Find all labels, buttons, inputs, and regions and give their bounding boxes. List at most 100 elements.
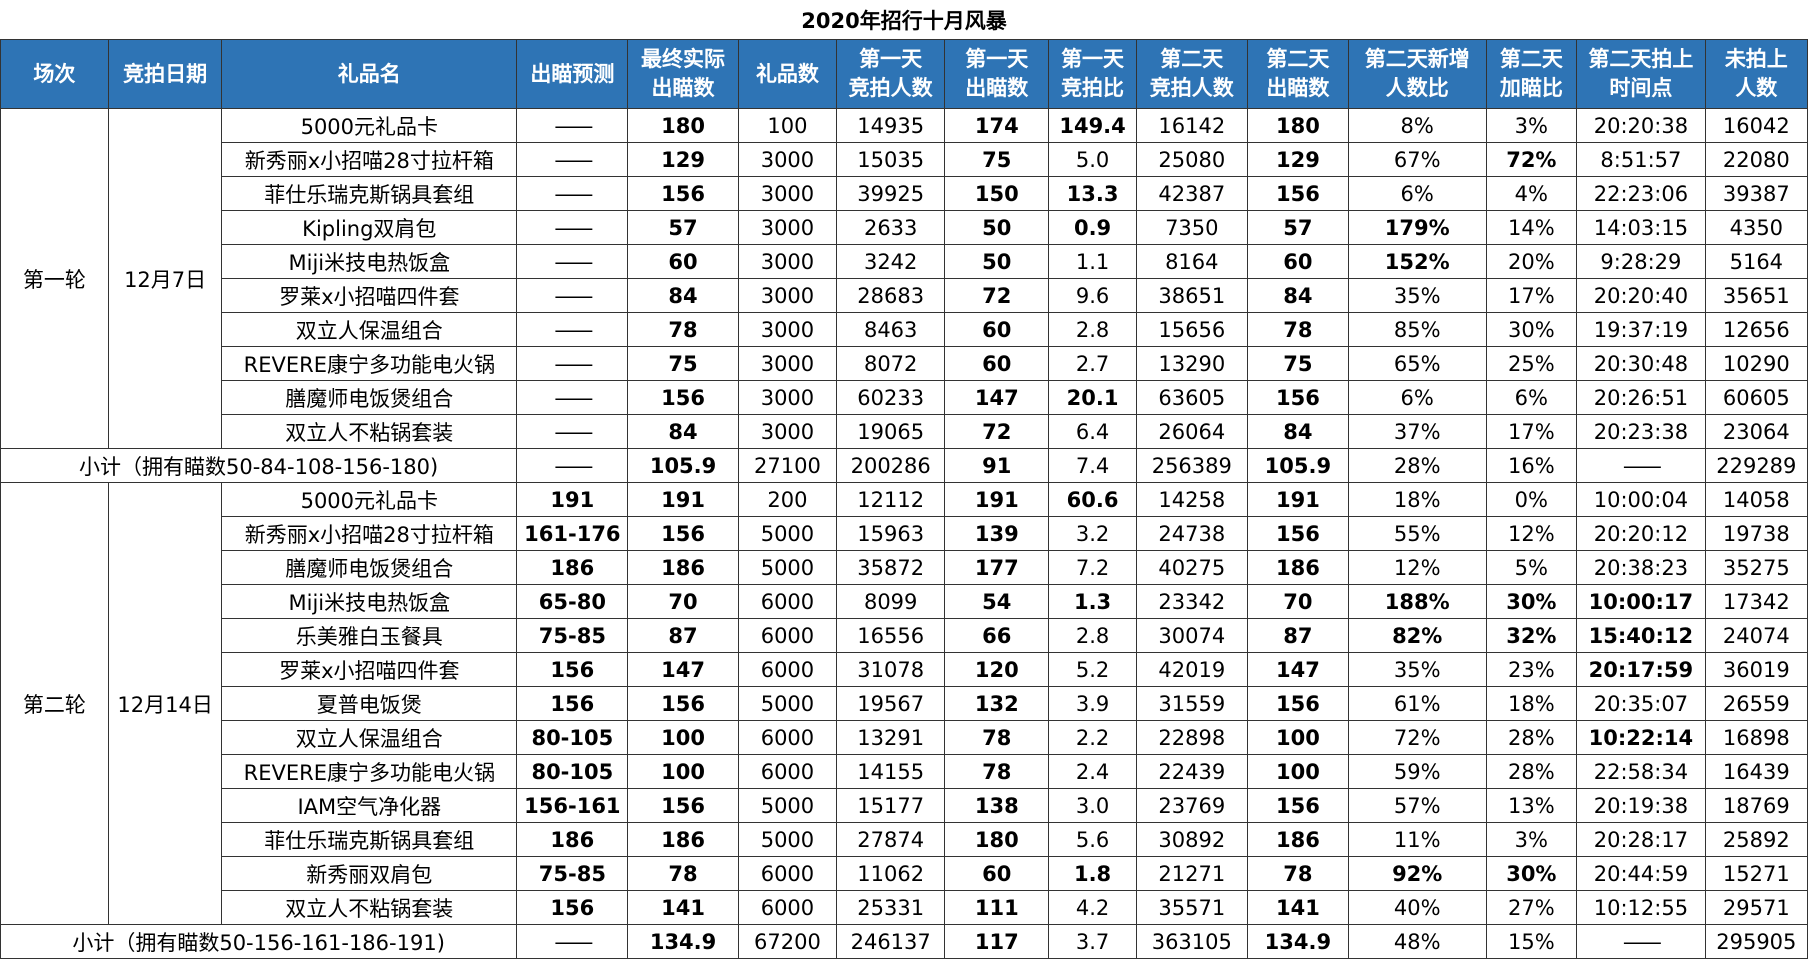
gift-count-cell: 100 (737, 108, 838, 143)
day2-new-ratio-cell: 55% (1347, 516, 1487, 551)
day1-ratio-cell: 7.4 (1048, 448, 1137, 483)
column-header: 礼品名 (221, 39, 518, 109)
final-count-cell: 180 (627, 108, 739, 143)
day1-ratio-cell: 0.9 (1048, 210, 1137, 245)
day2-out-cell: 75 (1246, 346, 1349, 381)
final-count-cell: 156 (627, 380, 739, 415)
prediction-cell: 80-105 (516, 754, 629, 789)
gift-name-cell: 双立人不粘锅套装 (221, 414, 518, 449)
gift-name-cell: 罗莱x小招喵四件套 (221, 652, 518, 687)
day1-bidders-cell: 25331 (836, 890, 946, 925)
day2-new-ratio-cell: 28% (1347, 448, 1487, 483)
day1-bidders-cell: 8099 (836, 584, 946, 619)
day2-bidders-cell: 7350 (1135, 210, 1248, 245)
day1-bidders-cell: 19567 (836, 686, 946, 721)
gift-name-cell: 5000元礼品卡 (221, 108, 518, 143)
day1-out-cell: 50 (944, 210, 1050, 245)
column-header: 第二天新增 人数比 (1347, 39, 1487, 109)
final-count-cell: 78 (627, 312, 739, 347)
column-header-label: 时间点 (1609, 76, 1673, 100)
column-header: 第一天 出瞄数 (944, 39, 1050, 109)
column-header-label: 出瞄预测 (530, 61, 615, 86)
table-row: IAM空气净化器 156-161 156 5000 15177 138 3.0 23769 15… (1, 788, 1808, 823)
day2-bidders-cell: 256389 (1135, 448, 1248, 483)
day2-add-ratio-cell: 17% (1485, 414, 1578, 449)
gift-name-cell: 菲仕乐瑞克斯锅具套组 (221, 176, 518, 211)
gift-count-cell: 5000 (737, 550, 838, 585)
day1-bidders-cell: 2633 (836, 210, 946, 245)
day1-ratio-cell: 1.1 (1048, 244, 1137, 279)
table-row: 双立人不粘锅套装 —— 84 3000 19065 72 6.4 26064 84 37% 17% 2… (1, 414, 1808, 449)
day2-out-cell: 186 (1246, 822, 1349, 857)
auction-date-cell: 12月14日 (107, 482, 223, 925)
day2-add-ratio-cell: 6% (1485, 380, 1578, 415)
table-row: 菲仕乐瑞克斯锅具套组 —— 156 3000 39925 150 13.3 42387 156 6… (1, 176, 1808, 211)
day2-out-cell: 186 (1246, 550, 1349, 585)
gift-count-cell: 3000 (737, 380, 838, 415)
page-title: 2020年招行十月风暴 (0, 0, 1808, 40)
day2-out-cell: 100 (1246, 720, 1349, 755)
day2-time-cell: 20:20:38 (1576, 108, 1706, 143)
final-count-cell: 105.9 (627, 448, 739, 483)
gift-count-cell: 6000 (737, 720, 838, 755)
table-row: 乐美雅白玉餐具 75-85 87 6000 16556 66 2.8 30074 87 82% 32… (1, 618, 1808, 653)
day1-out-cell: 177 (944, 550, 1050, 585)
day1-bidders-cell: 8463 (836, 312, 946, 347)
prediction-cell: —— (516, 924, 629, 959)
final-count-cell: 78 (627, 856, 739, 891)
gift-name-cell: Miji米技电热饭盒 (221, 244, 518, 279)
gift-name-cell: 5000元礼品卡 (221, 482, 518, 517)
day1-out-cell: 60 (944, 856, 1050, 891)
missed-count-cell: 14058 (1704, 482, 1808, 517)
day2-bidders-cell: 25080 (1135, 142, 1248, 177)
missed-count-cell: 5164 (1704, 244, 1808, 279)
prediction-cell: 186 (516, 550, 629, 585)
day2-out-cell: 87 (1246, 618, 1349, 653)
day2-add-ratio-cell: 16% (1485, 448, 1578, 483)
gift-name-cell: 罗莱x小招喵四件套 (221, 278, 518, 313)
day2-new-ratio-cell: 59% (1347, 754, 1487, 789)
prediction-cell: —— (516, 108, 629, 143)
day2-bidders-cell: 15656 (1135, 312, 1248, 347)
gift-count-cell: 3000 (737, 176, 838, 211)
missed-count-cell: 16898 (1704, 720, 1808, 755)
day1-bidders-cell: 12112 (836, 482, 946, 517)
day1-out-cell: 180 (944, 822, 1050, 857)
day2-out-cell: 129 (1246, 142, 1349, 177)
day2-bidders-cell: 30892 (1135, 822, 1248, 857)
day2-new-ratio-cell: 57% (1347, 788, 1487, 823)
day2-bidders-cell: 42019 (1135, 652, 1248, 687)
final-count-cell: 156 (627, 788, 739, 823)
day2-out-cell: 156 (1246, 176, 1349, 211)
gift-count-cell: 3000 (737, 346, 838, 381)
column-header-label: 加瞄比 (1499, 76, 1563, 100)
day2-add-ratio-cell: 3% (1485, 822, 1578, 857)
column-header-label: 礼品名 (337, 61, 401, 86)
day2-new-ratio-cell: 12% (1347, 550, 1487, 585)
day2-time-cell: 20:19:38 (1576, 788, 1706, 823)
day1-out-cell: 111 (944, 890, 1050, 925)
table-row: 夏普电饭煲 156 156 5000 19567 132 3.9 31559 156 61% 18%… (1, 686, 1808, 721)
column-header-label: 第二天新增 (1364, 47, 1470, 71)
day2-bidders-cell: 38651 (1135, 278, 1248, 313)
day2-new-ratio-cell: 61% (1347, 686, 1487, 721)
day2-new-ratio-cell: 35% (1347, 278, 1487, 313)
day2-add-ratio-cell: 12% (1485, 516, 1578, 551)
round-name-cell: 第一轮 (0, 108, 109, 449)
day2-time-cell: 10:00:17 (1576, 584, 1706, 619)
prediction-cell: —— (516, 448, 629, 483)
prediction-cell: —— (516, 142, 629, 177)
gift-count-cell: 6000 (737, 584, 838, 619)
day1-out-cell: 147 (944, 380, 1050, 415)
gift-count-cell: 200 (737, 482, 838, 517)
day2-out-cell: 156 (1246, 686, 1349, 721)
prediction-cell: 75-85 (516, 856, 629, 891)
column-header: 第二天 出瞄数 (1246, 39, 1349, 109)
day1-ratio-cell: 4.2 (1048, 890, 1137, 925)
day1-bidders-cell: 8072 (836, 346, 946, 381)
missed-count-cell: 15271 (1704, 856, 1808, 891)
day2-bidders-cell: 23342 (1135, 584, 1248, 619)
day2-add-ratio-cell: 20% (1485, 244, 1578, 279)
day1-ratio-cell: 149.4 (1048, 108, 1137, 143)
